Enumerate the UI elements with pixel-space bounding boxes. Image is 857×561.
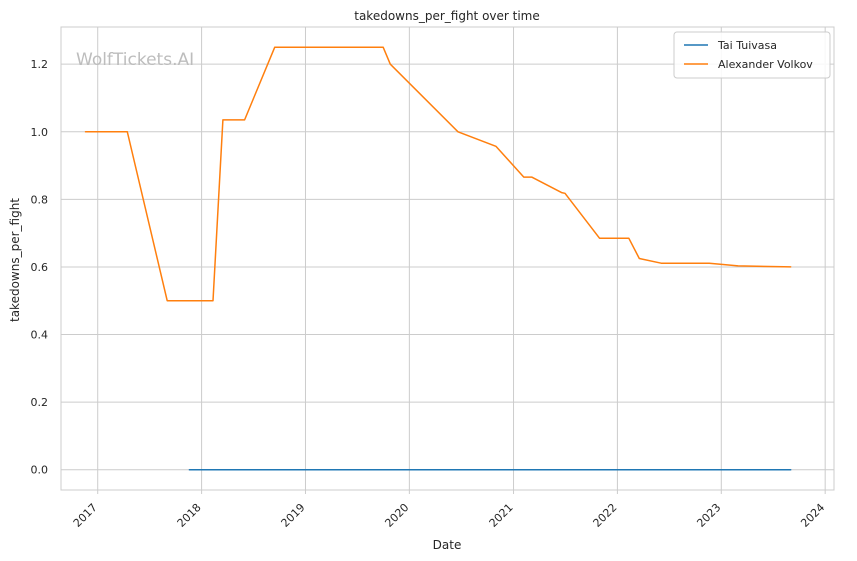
y-tick-label: 0.6 (31, 261, 49, 274)
y-tick-label: 0.0 (31, 464, 49, 477)
x-axis-title: Date (433, 538, 462, 552)
legend-label-alexander-volkov: Alexander Volkov (718, 58, 813, 71)
series-layer (84, 46, 792, 471)
watermark-text: WolfTickets.AI (76, 50, 194, 70)
y-tick-labels: 0.0 0.2 0.4 0.6 0.8 1.0 1.2 (31, 58, 49, 477)
y-tick-label: 1.2 (31, 58, 49, 71)
y-tick-label: 0.2 (31, 396, 49, 409)
plot-area-frame (60, 26, 835, 491)
grid-lines (61, 27, 834, 490)
legend-box (673, 31, 831, 79)
series-line-alexander-volkov (84, 46, 792, 302)
y-tick-label: 0.4 (31, 329, 49, 342)
chart-title: takedowns_per_fight over time (354, 9, 540, 23)
y-tick-label: 0.8 (31, 193, 49, 206)
y-tick-label: 1.0 (31, 126, 49, 139)
legend-label-tai-tuivasa: Tai Tuivasa (717, 39, 777, 52)
legend: Tai Tuivasa Alexander Volkov (673, 31, 831, 79)
y-axis-title: takedowns_per_fight (8, 198, 22, 322)
